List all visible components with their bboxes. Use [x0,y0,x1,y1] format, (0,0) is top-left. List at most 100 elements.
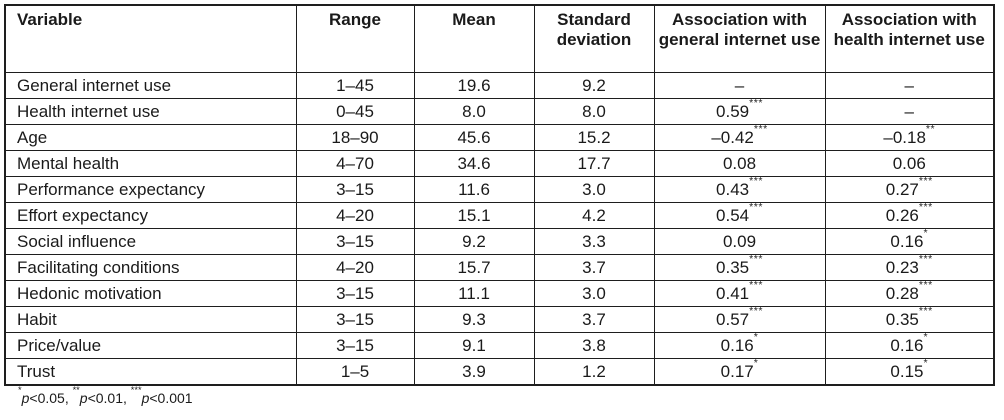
association-value: –0.18 [883,128,926,147]
cell-association-health: 0.26*** [824,202,995,229]
header-association-health-internet-use: Association with health internet use [824,4,995,73]
cell-variable: Age [4,124,297,151]
association-value: 0.43 [716,180,750,199]
cell-variable: Social influence [4,228,297,255]
cell-standard-deviation: 9.2 [533,72,655,99]
cell-association-health: 0.28*** [824,280,995,307]
significance-stars: *** [753,124,768,135]
footnote-p-symbol: p [79,390,88,406]
significance-stars: ** [925,124,936,135]
cell-standard-deviation: 3.3 [533,228,655,255]
header-range: Range [295,4,415,73]
descriptives-associations-table: Variable Range Mean Standard deviation A… [4,4,995,386]
cell-mean: 9.3 [413,306,535,333]
cell-range: 18–90 [295,124,415,151]
cell-range: 3–15 [295,306,415,333]
association-value: – [904,102,914,121]
footnote-stars: * [18,385,22,396]
cell-mean: 9.2 [413,228,535,255]
cell-mean: 15.1 [413,202,535,229]
table-header: Variable Range Mean Standard deviation A… [4,4,995,73]
cell-association-general: 0.43*** [653,176,826,203]
cell-range: 1–5 [295,358,415,386]
significance-stars: *** [918,306,933,317]
significance-stars: *** [749,280,763,291]
cell-range: 0–45 [295,98,415,125]
cell-association-health: – [824,72,995,99]
association-value: 0.27 [885,180,919,199]
significance-stars: *** [749,176,763,187]
significance-footnote: *p<0.05, **p<0.01, ***p<0.001 [4,386,995,406]
association-value: 0.28 [885,284,919,303]
footnote-p-symbol: p [141,390,150,406]
cell-standard-deviation: 17.7 [533,150,655,177]
cell-association-health: –0.18** [824,124,995,151]
cell-range: 3–15 [295,280,415,307]
cell-association-general: 0.17* [653,358,826,386]
cell-association-health: 0.23*** [824,254,995,281]
header-association-general-internet-use: Association with general internet use [653,4,826,73]
cell-association-health: – [824,98,995,125]
table-row: Facilitating conditions 4–20 15.7 3.7 0.… [4,254,995,281]
significance-stars: *** [918,280,933,291]
table-row: General internet use 1–45 19.6 9.2 – – [4,72,995,99]
cell-standard-deviation: 4.2 [533,202,655,229]
cell-variable: General internet use [4,72,297,99]
cell-variable: Trust [4,358,297,386]
cell-variable: Habit [4,306,297,333]
cell-mean: 11.1 [413,280,535,307]
footnote-item: ***p<0.001 [131,386,193,406]
association-value: 0.16 [890,336,924,355]
cell-range: 1–45 [295,72,415,99]
association-value: 0.06 [892,154,926,173]
association-value: 0.16 [890,232,924,251]
paper-table-page: Variable Range Mean Standard deviation A… [4,4,995,406]
footnote-item: *p<0.05, [18,386,73,406]
cell-association-health: 0.27*** [824,176,995,203]
footnote-condition: <0.001 [149,390,193,406]
table-row: Hedonic motivation 3–15 11.1 3.0 0.41***… [4,280,995,307]
cell-mean: 19.6 [413,72,535,99]
association-value: 0.35 [716,258,750,277]
header-variable: Variable [4,4,297,73]
footnote-stars: *** [130,385,142,396]
cell-association-general: –0.42*** [653,124,826,151]
table-row: Mental health 4–70 34.6 17.7 0.08 0.06 [4,150,995,177]
cell-association-general: – [653,72,826,99]
table-row: Habit 3–15 9.3 3.7 0.57*** 0.35*** [4,306,995,333]
cell-range: 3–15 [295,228,415,255]
header-mean: Mean [413,4,535,73]
table-row: Health internet use 0–45 8.0 8.0 0.59***… [4,98,995,125]
cell-standard-deviation: 3.8 [533,332,655,359]
footnote-condition: <0.01, [87,390,131,406]
cell-association-health: 0.16* [824,332,995,359]
cell-association-health: 0.35*** [824,306,995,333]
significance-stars: * [923,332,929,343]
significance-stars: *** [749,306,763,317]
cell-variable: Health internet use [4,98,297,125]
cell-association-health: 0.06 [824,150,995,177]
cell-association-general: 0.09 [653,228,826,255]
cell-association-general: 0.08 [653,150,826,177]
cell-association-general: 0.54*** [653,202,826,229]
cell-mean: 8.0 [413,98,535,125]
cell-standard-deviation: 3.0 [533,280,655,307]
cell-variable: Facilitating conditions [4,254,297,281]
significance-stars: * [923,228,929,239]
significance-stars: *** [749,202,763,213]
association-value: 0.23 [885,258,919,277]
cell-standard-deviation: 1.2 [533,358,655,386]
cell-variable: Performance expectancy [4,176,297,203]
cell-mean: 3.9 [413,358,535,386]
association-value: 0.26 [885,206,919,225]
cell-standard-deviation: 3.0 [533,176,655,203]
association-value: –0.42 [711,128,754,147]
cell-variable: Effort expectancy [4,202,297,229]
cell-range: 4–70 [295,150,415,177]
table-row: Trust 1–5 3.9 1.2 0.17* 0.15* [4,358,995,386]
table-row: Price/value 3–15 9.1 3.8 0.16* 0.16* [4,332,995,359]
significance-stars: *** [749,254,763,265]
cell-mean: 34.6 [413,150,535,177]
significance-stars: *** [918,254,933,265]
significance-stars: *** [918,176,933,187]
